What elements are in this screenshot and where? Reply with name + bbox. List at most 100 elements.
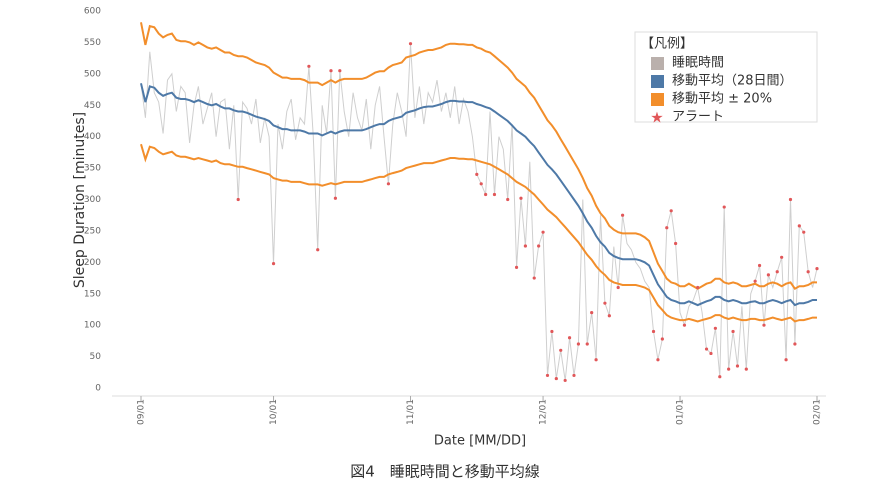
- y-tick-label: 400: [84, 132, 101, 142]
- y-tick-label: 0: [95, 384, 101, 394]
- x-tick-label: 09/01: [137, 399, 147, 425]
- legend-marker: ★: [650, 109, 663, 127]
- alert-marker: [713, 326, 717, 330]
- alert-marker: [484, 192, 488, 197]
- alert-marker: [492, 192, 497, 197]
- alert-marker: [545, 373, 550, 378]
- alert-marker: [682, 323, 687, 327]
- alert-marker: [506, 197, 510, 202]
- band-lower: [140, 143, 817, 323]
- y-tick-label: 250: [84, 226, 101, 236]
- alert-marker: [784, 358, 788, 362]
- alert-marker: [563, 378, 567, 383]
- x-tick-label: 10/01: [269, 399, 279, 425]
- y-tick-label: 600: [84, 7, 101, 17]
- alert-marker: [727, 367, 731, 371]
- alert-marker: [775, 270, 779, 274]
- x-tick-label: 12/01: [539, 399, 549, 425]
- alert-marker: [541, 230, 545, 234]
- alert-marker: [519, 196, 523, 200]
- y-tick-label: 300: [84, 195, 101, 205]
- alert-marker: [550, 329, 554, 334]
- alert-marker: [674, 241, 678, 246]
- alert-marker: [338, 69, 342, 73]
- alert-marker: [757, 263, 762, 268]
- alert-marker: [316, 248, 320, 252]
- alert-marker: [603, 301, 607, 305]
- alert-marker: [788, 197, 793, 202]
- alert-marker: [735, 364, 740, 368]
- alert-marker: [585, 342, 589, 346]
- alert-marker: [554, 376, 558, 381]
- alert-marker: [523, 244, 527, 248]
- alert-marker: [572, 373, 576, 378]
- y-tick-label: 200: [84, 258, 101, 268]
- alert-marker: [307, 64, 311, 68]
- caption: 図4 睡眠時間と移動平均線: [350, 463, 540, 481]
- alert-marker: [559, 348, 563, 352]
- alert-marker: [329, 69, 333, 73]
- legend-title: 【凡例】: [641, 37, 693, 52]
- x-tick-label: 02/01: [813, 399, 823, 425]
- alert-marker: [744, 367, 748, 371]
- y-tick-label: 150: [84, 289, 101, 299]
- y-tick-label: 100: [84, 321, 101, 331]
- alert-marker: [537, 244, 541, 248]
- alert-marker: [704, 347, 709, 351]
- alert-marker: [793, 342, 797, 346]
- alert-marker: [514, 265, 519, 269]
- alert-marker: [386, 182, 391, 186]
- alert-marker: [271, 261, 276, 266]
- alert-marker: [590, 311, 594, 315]
- alert-marker: [797, 224, 801, 228]
- alert-marker: [709, 351, 713, 356]
- alert-marker: [665, 226, 669, 230]
- y-axis-label: Sleep Duration [minutes]: [72, 112, 88, 288]
- alert-marker: [802, 230, 806, 234]
- alert-marker: [479, 182, 483, 186]
- legend-label: アラート: [672, 110, 724, 125]
- y-tick-label: 500: [84, 69, 101, 79]
- y-tick-label: 450: [84, 101, 101, 111]
- alert-marker: [475, 172, 479, 176]
- alert-marker: [780, 255, 784, 259]
- alert-marker: [731, 329, 735, 334]
- alert-marker: [333, 196, 338, 200]
- series-line: [140, 83, 817, 307]
- alert-marker: [607, 314, 611, 318]
- alert-marker: [408, 42, 413, 46]
- y-tick-label: 350: [84, 164, 101, 174]
- alert-marker: [669, 209, 673, 213]
- alert-marker: [532, 276, 536, 280]
- alert-marker: [696, 285, 700, 290]
- alert-marker: [236, 197, 240, 202]
- alert-marker: [766, 273, 770, 277]
- legend-swatch: [651, 75, 664, 88]
- x-tick-label: 11/01: [406, 399, 416, 425]
- alert-marker: [576, 342, 581, 346]
- y-tick-label: 50: [90, 352, 102, 362]
- x-tick-label: 01/01: [676, 399, 686, 425]
- series-line: [140, 43, 818, 381]
- y-tick-label: 550: [84, 38, 101, 48]
- alert-marker: [718, 375, 722, 379]
- legend-label: 移動平均 ± 20%: [672, 92, 772, 107]
- legend-box: [634, 31, 818, 123]
- legend-label: 睡眠時間: [672, 56, 724, 71]
- alert-marker: [722, 205, 726, 209]
- alert-marker: [651, 329, 656, 334]
- alert-marker: [815, 267, 819, 271]
- band-upper: [140, 22, 817, 291]
- alert-marker: [620, 213, 625, 217]
- alert-marker: [806, 270, 810, 274]
- alert-marker: [656, 358, 660, 362]
- legend-swatch: [651, 57, 664, 70]
- alert-marker: [616, 285, 620, 290]
- legend-label: 移動平均（28日間）: [672, 74, 793, 89]
- alert-marker: [762, 323, 766, 327]
- alert-marker: [660, 337, 664, 341]
- alert-marker: [753, 279, 757, 283]
- alert-marker: [594, 358, 598, 362]
- legend-swatch: [651, 93, 664, 106]
